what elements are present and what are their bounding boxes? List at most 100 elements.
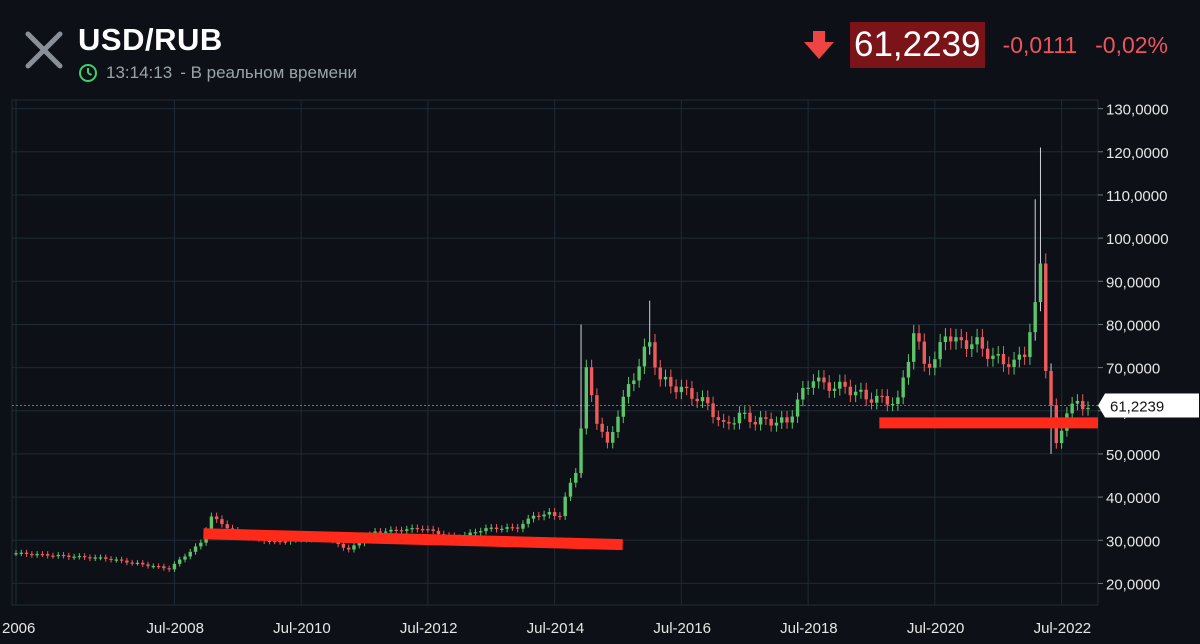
candle-body [45,554,50,556]
x-tick-label: Jul-2014 [527,620,585,637]
candle-body [278,541,282,543]
candle-body [985,348,990,359]
candle-body [996,354,1000,356]
candle-body [30,554,34,556]
support-line [203,528,623,551]
candle-body [19,552,23,554]
candle-body [24,552,29,555]
candle-body [389,529,393,532]
candle-body [346,547,351,550]
price-change-percent: -0,02% [1095,31,1168,58]
candle-body [758,417,763,425]
candle-body [178,559,182,564]
candle-body [515,527,520,529]
y-tick-label: 30,0000 [1106,533,1160,550]
current-price: 61,2239 [850,22,985,68]
candle-body [743,412,747,414]
candle-body [40,554,45,556]
candle-body [468,532,472,536]
candle-body [67,555,71,558]
candle-body [706,397,710,404]
candle-body [864,389,868,400]
candle-body [558,515,562,518]
candle-body [774,422,779,426]
y-tick-label: 110,0000 [1106,188,1167,205]
close-icon[interactable] [24,30,64,70]
candle-body [589,367,594,396]
candle-body [632,380,636,385]
instrument-title: USD/RUB [78,22,223,57]
candle-body [611,432,615,443]
y-tick-label: 100,0000 [1106,231,1169,248]
candle-body [500,528,504,531]
candle-body [674,386,678,393]
update-time: 13:14:13 [106,63,173,82]
candle-body [1086,407,1090,410]
candle-body [938,342,942,360]
y-tick-label: 70,0000 [1106,361,1160,378]
candle-body [537,515,541,517]
candle-body [357,543,361,546]
candle-body [510,527,515,529]
candle-body [600,423,604,432]
candle-body [875,395,879,403]
candle-body [584,367,589,429]
candle-body [494,527,499,530]
candle-body [801,387,805,400]
candle-body [109,558,113,561]
price-change: -0,0111 [1002,31,1078,58]
candle-body [1017,354,1022,360]
candle-body [859,389,863,392]
price-marker-box [1105,393,1199,418]
candle-body [748,412,752,423]
candle-body [1049,370,1053,406]
candle-body [785,417,789,423]
candle-body [975,337,979,345]
candle-body [88,557,92,559]
candle-body [220,519,224,525]
candle-body [1012,359,1016,367]
candle-body [954,337,958,342]
chart-svg[interactable]: 20,000030,000040,000050,000060,000070,00… [0,95,1200,639]
candle-body [822,377,826,383]
candle-body [912,333,916,362]
candle-body [917,333,921,342]
price-block: 61,2239 -0,0111 -0,02% [802,20,1168,70]
candle-body [56,554,60,557]
candle-body [964,340,969,349]
candle-body [436,530,441,535]
candle-body [764,417,768,419]
candle-body [125,560,129,563]
candle-body [521,523,525,529]
candle-body [1059,430,1064,444]
candle-body [642,346,647,367]
candle-body [959,337,963,341]
candle-body [479,531,483,533]
candle-body [843,381,847,387]
candle-body [626,384,631,397]
price-chart[interactable]: 20,000030,000040,000050,000060,000070,00… [0,95,1200,639]
candle-body [637,366,641,381]
clock-icon [78,63,98,83]
candle-body [933,359,937,368]
y-tick-label: 120,0000 [1106,145,1169,162]
candle-body [658,367,662,380]
candle-body [1022,354,1027,358]
candle-body [420,528,425,531]
y-tick-label: 90,0000 [1106,274,1160,291]
candle-body [72,556,76,558]
candle-body [1033,302,1037,333]
candle-body [727,421,731,424]
down-arrow-icon [802,28,836,62]
candle-body [146,564,150,567]
candle-body [410,528,414,530]
candle-body [77,556,82,558]
y-tick-label: 20,0000 [1106,576,1160,593]
y-tick-label: 40,0000 [1106,490,1160,507]
candle-body [869,399,874,403]
x-tick-label: Jul-2018 [780,620,838,637]
candle-body [167,568,171,570]
candle-body [188,551,192,557]
candle-body [700,397,705,402]
y-tick-label: 50,0000 [1106,447,1160,464]
